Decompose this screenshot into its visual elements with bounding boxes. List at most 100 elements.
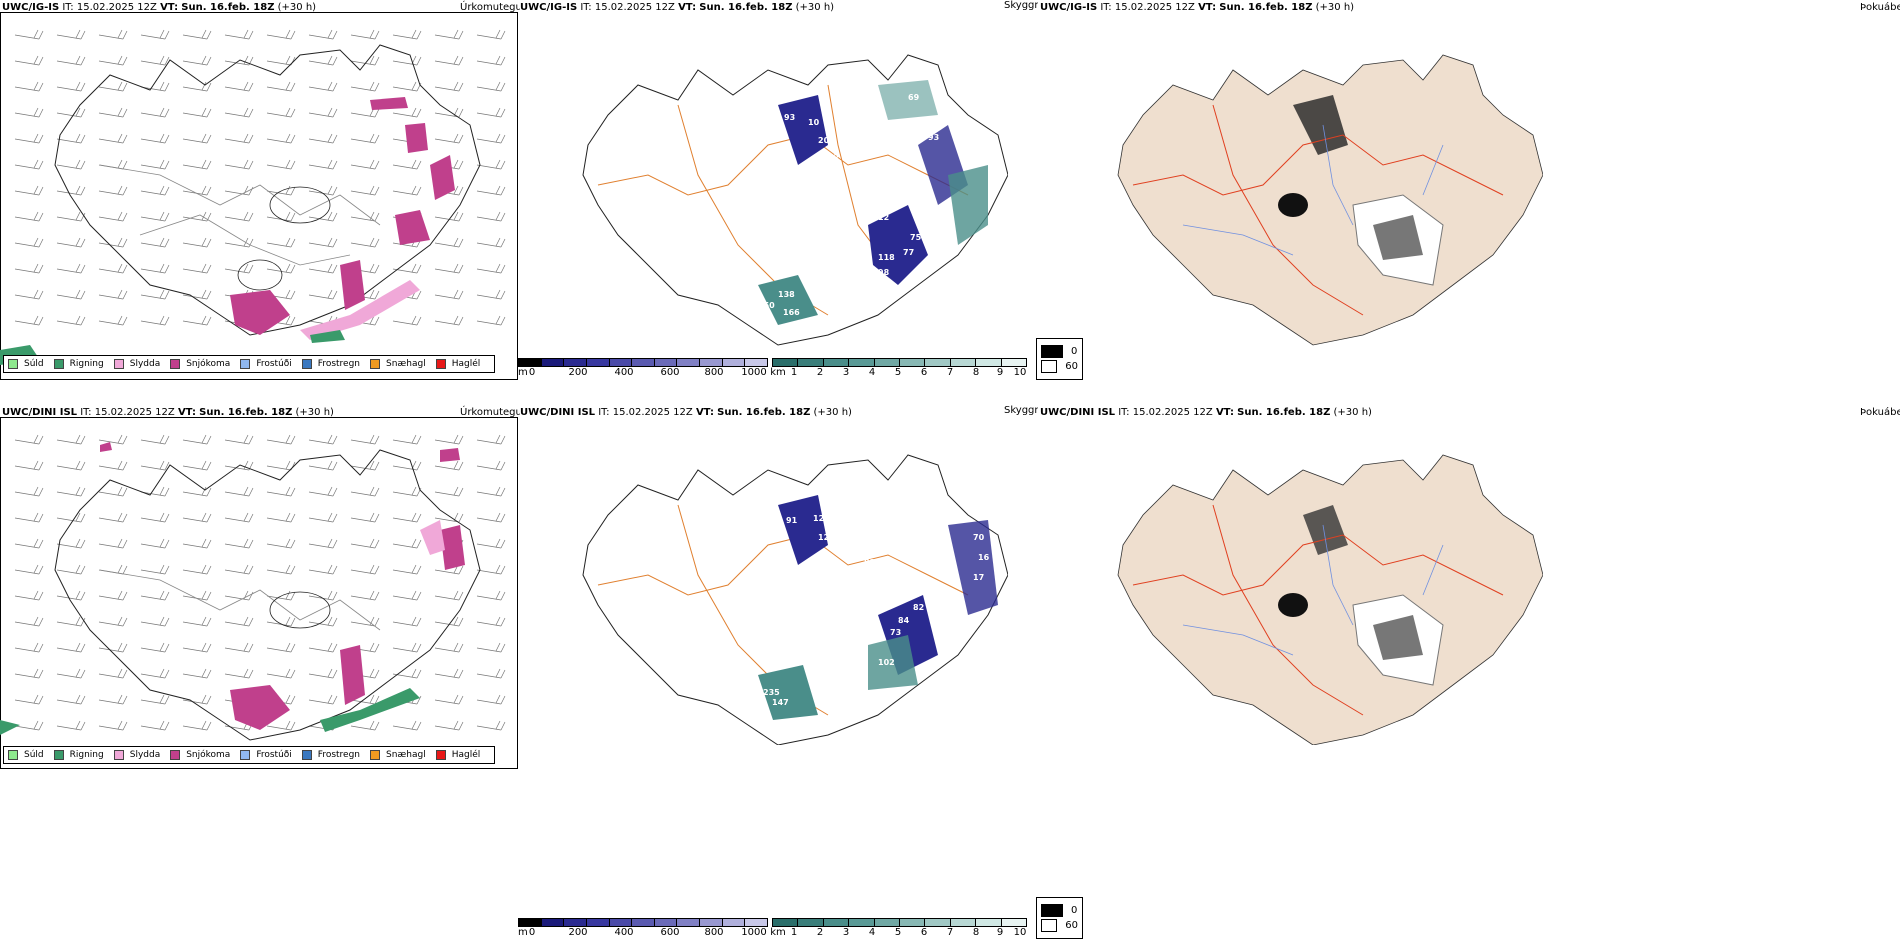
wind-barb — [308, 237, 338, 248]
ceiling-label: 17 — [973, 573, 984, 582]
wind-barb — [14, 159, 44, 170]
ceiling-label: 118 — [878, 253, 895, 262]
wind-barb — [308, 512, 338, 523]
wind-barb — [224, 133, 254, 144]
wind-barb — [98, 694, 128, 705]
wind-barb — [98, 668, 128, 679]
wind-barb — [434, 590, 464, 601]
wind-barb — [266, 29, 296, 40]
row2-vis-title: UWC/DINI ISL IT: 15.02.2025 12Z VT: Sun.… — [520, 407, 852, 418]
wind-barb — [182, 590, 212, 601]
wind-barb — [308, 486, 338, 497]
fog-legend-item: 60 — [1041, 360, 1078, 373]
wind-barb — [140, 512, 170, 523]
wind-barb — [308, 538, 338, 549]
ceiling-label: 40 — [790, 188, 802, 197]
wind-barb — [350, 81, 380, 92]
wind-barb — [350, 564, 380, 575]
legend-item: Rigning — [53, 750, 104, 760]
wind-barb — [140, 289, 170, 300]
wind-barb — [350, 434, 380, 445]
wind-barb — [476, 486, 506, 497]
wind-barb — [182, 538, 212, 549]
wind-barb — [56, 289, 86, 300]
wind-barb — [476, 185, 506, 196]
fog-legend-item: 60 — [1041, 919, 1078, 932]
iceland-land — [1117, 54, 1543, 346]
wind-barb — [14, 668, 44, 679]
ceiling-tick: 0 — [528, 367, 536, 378]
legend-item: Slydda — [113, 750, 160, 760]
wind-barb — [56, 564, 86, 575]
snow-area — [230, 290, 290, 335]
visibility-area — [758, 275, 818, 325]
wind-barb — [308, 133, 338, 144]
wind-barbs — [14, 29, 506, 326]
wind-barb — [98, 315, 128, 326]
wind-barb — [182, 486, 212, 497]
glacier-outline — [269, 186, 331, 224]
wind-barb — [56, 538, 86, 549]
ceiling-label: 12 — [893, 198, 904, 207]
ceiling-label: 40 — [608, 468, 620, 477]
row2-precip-panel: UWC/DINI ISL IT: 15.02.2025 12Z VT: Sun.… — [0, 405, 520, 790]
wind-barb — [224, 159, 254, 170]
wind-barb — [434, 616, 464, 627]
wind-barb — [266, 720, 296, 731]
precip-frame — [0, 417, 518, 769]
fog-legend-item: 0 — [1041, 904, 1078, 917]
wind-barb — [56, 694, 86, 705]
wind-barb — [56, 460, 86, 471]
wind-barb — [56, 237, 86, 248]
wind-barb — [98, 564, 128, 575]
wind-barb — [434, 263, 464, 274]
row1-fog-panel: UWC/IG-IS IT: 15.02.2025 12Z VT: Sun. 16… — [1038, 0, 1900, 385]
row2-precip-map — [0, 434, 506, 741]
ceiling-label: 12 — [873, 578, 884, 587]
wind-barb — [56, 185, 86, 196]
wind-barb — [98, 263, 128, 274]
wind-barb — [140, 434, 170, 445]
row2-visibility-map: 91 12 12 82 104 77 82 84 73 102 235 147 … — [582, 454, 1008, 745]
wind-barb — [308, 107, 338, 118]
wind-barb — [266, 512, 296, 523]
wind-barb — [350, 185, 380, 196]
wind-barb — [308, 434, 338, 445]
wind-barb — [476, 29, 506, 40]
wind-barb — [434, 668, 464, 679]
snow-area — [230, 685, 290, 730]
wind-barb — [266, 107, 296, 118]
fog-legend-item: 0 — [1041, 345, 1078, 358]
wind-barb — [140, 29, 170, 40]
wind-barb — [476, 107, 506, 118]
wind-barb — [140, 590, 170, 601]
wind-barb — [476, 159, 506, 170]
wind-barb — [308, 55, 338, 66]
row2-fog-name: Þokuábendi — [1860, 407, 1900, 418]
wind-barb — [140, 159, 170, 170]
wind-barb — [14, 616, 44, 627]
ceiling-tick: 800 — [704, 367, 724, 378]
ceiling-label: 104 — [848, 578, 865, 587]
wind-barb — [350, 512, 380, 523]
wind-barb — [98, 159, 128, 170]
ceiling-area — [778, 495, 828, 565]
ceiling-area — [778, 95, 828, 165]
wind-barb — [98, 642, 128, 653]
wind-barb — [266, 211, 296, 222]
row2-precip-title: UWC/DINI ISL IT: 15.02.2025 12Z VT: Sun.… — [2, 407, 334, 418]
wind-barb — [140, 107, 170, 118]
ceiling-tick: 0 — [528, 927, 536, 938]
wind-barb — [476, 81, 506, 92]
wind-barb — [182, 434, 212, 445]
wind-barb — [476, 564, 506, 575]
wind-barb — [140, 538, 170, 549]
wind-barb — [350, 486, 380, 497]
wind-barb — [14, 237, 44, 248]
wind-barb — [476, 616, 506, 627]
wind-barb — [308, 211, 338, 222]
ceiling-label: 12 — [813, 514, 824, 523]
wind-barb — [266, 590, 296, 601]
row2-fog-panel: UWC/DINI ISL IT: 15.02.2025 12Z VT: Sun.… — [1038, 405, 1900, 790]
wind-barb — [476, 315, 506, 326]
